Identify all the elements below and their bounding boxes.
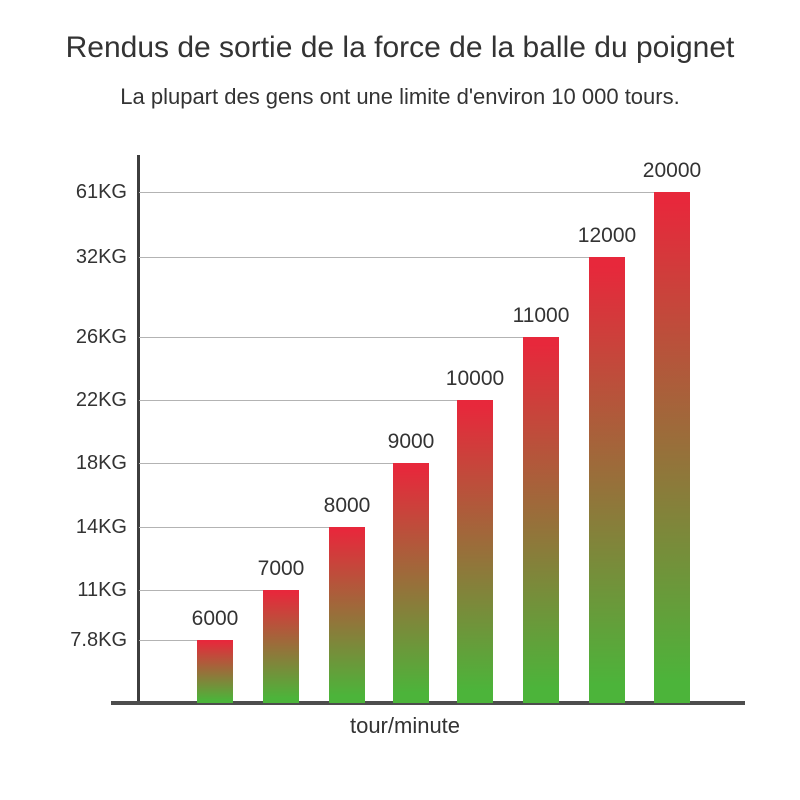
bar-11000 — [523, 337, 559, 703]
gridline — [139, 463, 393, 464]
bar-20000 — [654, 192, 690, 703]
y-axis-tick-label: 7.8KG — [70, 629, 127, 651]
gridline — [139, 640, 197, 641]
y-axis-tick-label: 11KG — [77, 579, 127, 601]
gridline — [139, 192, 654, 193]
bar-10000 — [457, 400, 493, 703]
chart-title: Rendus de sortie de la force de la balle… — [65, 31, 735, 64]
bar-value-label: 12000 — [577, 224, 637, 247]
bar-value-label: 9000 — [387, 430, 435, 453]
y-axis-line — [137, 155, 140, 705]
y-axis-tick-label: 32KG — [75, 246, 127, 268]
gridline — [139, 400, 457, 401]
bar-value-label: 6000 — [191, 607, 239, 630]
bar-value-label: 10000 — [445, 367, 505, 390]
bar-value-label: 20000 — [642, 159, 702, 182]
gridline — [139, 527, 329, 528]
y-axis-tick-label: 26KG — [75, 326, 127, 348]
y-axis-tick-label: 61KG — [75, 181, 127, 203]
chart-subtitle: La plupart des gens ont une limite d'env… — [120, 84, 680, 109]
bar-value-label: 8000 — [323, 494, 371, 517]
y-axis-tick-label: 18KG — [75, 452, 127, 474]
bar-value-label: 11000 — [512, 304, 570, 327]
bar-12000 — [589, 257, 625, 703]
x-axis-line — [111, 701, 745, 705]
bar-8000 — [329, 527, 365, 703]
bar-value-label: 7000 — [257, 557, 305, 580]
bar-9000 — [393, 463, 429, 703]
y-axis-tick-label: 22KG — [75, 389, 127, 411]
gridline — [139, 257, 589, 258]
gridline — [139, 590, 263, 591]
y-axis-tick-label: 14KG — [75, 516, 127, 538]
x-axis-label: tour/minute — [349, 713, 461, 738]
gridline — [139, 337, 523, 338]
bar-6000 — [197, 640, 233, 703]
bar-7000 — [263, 590, 299, 703]
